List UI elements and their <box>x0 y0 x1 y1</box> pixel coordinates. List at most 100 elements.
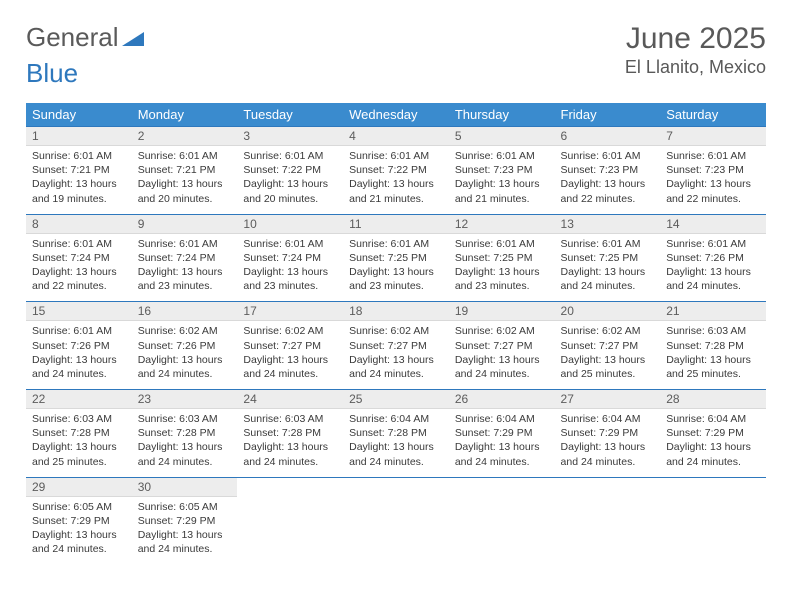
day-body: Sunrise: 6:02 AMSunset: 7:27 PMDaylight:… <box>237 321 343 389</box>
daylight-text: Daylight: 13 hours <box>561 265 655 279</box>
calendar-day: 20Sunrise: 6:02 AMSunset: 7:27 PMDayligh… <box>555 302 661 390</box>
sunrise-text: Sunrise: 6:05 AM <box>138 500 232 514</box>
calendar-day: 6Sunrise: 6:01 AMSunset: 7:23 PMDaylight… <box>555 127 661 215</box>
sunset-text: Sunset: 7:29 PM <box>32 514 126 528</box>
daylight-text: Daylight: 13 hours <box>32 353 126 367</box>
daylight-text: Daylight: 13 hours <box>455 265 549 279</box>
day-body: Sunrise: 6:02 AMSunset: 7:27 PMDaylight:… <box>449 321 555 389</box>
day-number: 5 <box>449 127 555 146</box>
sunset-text: Sunset: 7:23 PM <box>455 163 549 177</box>
daylight-text: and 24 minutes. <box>666 279 760 293</box>
calendar-day: 27Sunrise: 6:04 AMSunset: 7:29 PMDayligh… <box>555 390 661 478</box>
day-header: Tuesday <box>237 103 343 127</box>
day-number: 28 <box>660 390 766 409</box>
day-body: Sunrise: 6:01 AMSunset: 7:26 PMDaylight:… <box>26 321 132 389</box>
daylight-text: and 25 minutes. <box>666 367 760 381</box>
daylight-text: Daylight: 13 hours <box>138 353 232 367</box>
day-number: 23 <box>132 390 238 409</box>
day-number: 21 <box>660 302 766 321</box>
day-header: Sunday <box>26 103 132 127</box>
day-number: 17 <box>237 302 343 321</box>
day-header: Wednesday <box>343 103 449 127</box>
sunrise-text: Sunrise: 6:01 AM <box>243 237 337 251</box>
daylight-text: Daylight: 13 hours <box>32 177 126 191</box>
sunset-text: Sunset: 7:27 PM <box>349 339 443 353</box>
day-body: Sunrise: 6:01 AMSunset: 7:23 PMDaylight:… <box>449 146 555 214</box>
sunset-text: Sunset: 7:24 PM <box>32 251 126 265</box>
sunset-text: Sunset: 7:27 PM <box>455 339 549 353</box>
daylight-text: Daylight: 13 hours <box>243 440 337 454</box>
daylight-text: Daylight: 13 hours <box>666 353 760 367</box>
calendar-week: 15Sunrise: 6:01 AMSunset: 7:26 PMDayligh… <box>26 302 766 390</box>
daylight-text: Daylight: 13 hours <box>32 265 126 279</box>
daylight-text: and 24 minutes. <box>455 455 549 469</box>
sunrise-text: Sunrise: 6:01 AM <box>349 237 443 251</box>
day-header: Saturday <box>660 103 766 127</box>
daylight-text: and 25 minutes. <box>561 367 655 381</box>
daylight-text: Daylight: 13 hours <box>243 265 337 279</box>
day-header-row: Sunday Monday Tuesday Wednesday Thursday… <box>26 103 766 127</box>
day-number: 7 <box>660 127 766 146</box>
logo-text-1: General <box>26 22 119 53</box>
calendar-day <box>555 477 661 564</box>
day-number: 13 <box>555 215 661 234</box>
daylight-text: and 24 minutes. <box>138 367 232 381</box>
day-body: Sunrise: 6:01 AMSunset: 7:25 PMDaylight:… <box>343 234 449 302</box>
calendar-day: 18Sunrise: 6:02 AMSunset: 7:27 PMDayligh… <box>343 302 449 390</box>
day-number: 29 <box>26 478 132 497</box>
day-number: 8 <box>26 215 132 234</box>
day-number: 25 <box>343 390 449 409</box>
sunset-text: Sunset: 7:21 PM <box>32 163 126 177</box>
day-body: Sunrise: 6:01 AMSunset: 7:23 PMDaylight:… <box>555 146 661 214</box>
day-body: Sunrise: 6:02 AMSunset: 7:27 PMDaylight:… <box>555 321 661 389</box>
daylight-text: and 24 minutes. <box>349 455 443 469</box>
sunset-text: Sunset: 7:28 PM <box>243 426 337 440</box>
sunrise-text: Sunrise: 6:01 AM <box>138 237 232 251</box>
sunset-text: Sunset: 7:24 PM <box>138 251 232 265</box>
sunrise-text: Sunrise: 6:02 AM <box>243 324 337 338</box>
daylight-text: Daylight: 13 hours <box>349 265 443 279</box>
day-body: Sunrise: 6:04 AMSunset: 7:29 PMDaylight:… <box>660 409 766 477</box>
day-number: 10 <box>237 215 343 234</box>
calendar-day: 4Sunrise: 6:01 AMSunset: 7:22 PMDaylight… <box>343 127 449 215</box>
daylight-text: Daylight: 13 hours <box>349 440 443 454</box>
day-body: Sunrise: 6:01 AMSunset: 7:25 PMDaylight:… <box>555 234 661 302</box>
daylight-text: Daylight: 13 hours <box>243 353 337 367</box>
day-body: Sunrise: 6:02 AMSunset: 7:27 PMDaylight:… <box>343 321 449 389</box>
daylight-text: Daylight: 13 hours <box>666 265 760 279</box>
sunset-text: Sunset: 7:25 PM <box>561 251 655 265</box>
sunset-text: Sunset: 7:28 PM <box>666 339 760 353</box>
day-body: Sunrise: 6:01 AMSunset: 7:24 PMDaylight:… <box>132 234 238 302</box>
calendar-day: 2Sunrise: 6:01 AMSunset: 7:21 PMDaylight… <box>132 127 238 215</box>
day-body: Sunrise: 6:01 AMSunset: 7:22 PMDaylight:… <box>237 146 343 214</box>
calendar-day: 10Sunrise: 6:01 AMSunset: 7:24 PMDayligh… <box>237 214 343 302</box>
calendar-day: 8 Sunrise: 6:01 AMSunset: 7:24 PMDaylight… <box>26 214 132 302</box>
calendar-week: 29Sunrise: 6:05 AMSunset: 7:29 PMDayligh… <box>26 477 766 564</box>
daylight-text: and 24 minutes. <box>349 367 443 381</box>
day-header: Thursday <box>449 103 555 127</box>
sunrise-text: Sunrise: 6:03 AM <box>32 412 126 426</box>
calendar-day: 26Sunrise: 6:04 AMSunset: 7:29 PMDayligh… <box>449 390 555 478</box>
day-number: 14 <box>660 215 766 234</box>
calendar-day: 7Sunrise: 6:01 AMSunset: 7:23 PMDaylight… <box>660 127 766 215</box>
sunrise-text: Sunrise: 6:01 AM <box>666 237 760 251</box>
day-body: Sunrise: 6:03 AMSunset: 7:28 PMDaylight:… <box>132 409 238 477</box>
daylight-text: and 22 minutes. <box>561 192 655 206</box>
calendar-day: 5Sunrise: 6:01 AMSunset: 7:23 PMDaylight… <box>449 127 555 215</box>
daylight-text: and 22 minutes. <box>666 192 760 206</box>
sunrise-text: Sunrise: 6:01 AM <box>32 237 126 251</box>
calendar-day: 19Sunrise: 6:02 AMSunset: 7:27 PMDayligh… <box>449 302 555 390</box>
daylight-text: Daylight: 13 hours <box>666 177 760 191</box>
day-number: 1 <box>26 127 132 146</box>
daylight-text: and 23 minutes. <box>349 279 443 293</box>
sunrise-text: Sunrise: 6:01 AM <box>349 149 443 163</box>
daylight-text: and 24 minutes. <box>32 542 126 556</box>
sunrise-text: Sunrise: 6:01 AM <box>32 149 126 163</box>
day-body: Sunrise: 6:01 AMSunset: 7:25 PMDaylight:… <box>449 234 555 302</box>
sunset-text: Sunset: 7:29 PM <box>138 514 232 528</box>
day-number: 26 <box>449 390 555 409</box>
day-body: Sunrise: 6:01 AMSunset: 7:23 PMDaylight:… <box>660 146 766 214</box>
sunrise-text: Sunrise: 6:01 AM <box>561 149 655 163</box>
sunset-text: Sunset: 7:28 PM <box>138 426 232 440</box>
sunset-text: Sunset: 7:26 PM <box>138 339 232 353</box>
